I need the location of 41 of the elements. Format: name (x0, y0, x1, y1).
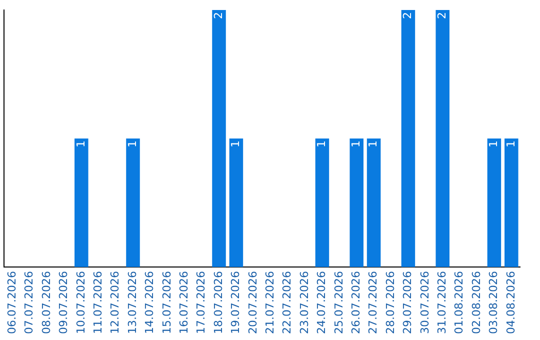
x-tick-label: 14.07.2026 (143, 271, 156, 334)
x-tick-label: 04.08.2026 (504, 271, 518, 334)
data-label: 1 (74, 140, 88, 148)
data-label: 1 (315, 140, 328, 148)
x-tick-label: 29.07.2026 (401, 271, 414, 334)
x-tick-label: 06.07.2026 (5, 271, 18, 334)
x-tick-label: 20.07.2026 (246, 271, 260, 334)
x-tick-label: 18.07.2026 (212, 271, 225, 334)
x-tick-label: 15.07.2026 (160, 271, 174, 334)
x-tick-label: 09.07.2026 (57, 271, 70, 334)
x-tick-label: 02.08.2026 (470, 271, 483, 334)
x-tick-label: 26.07.2026 (349, 271, 362, 334)
data-label: 1 (126, 140, 139, 148)
x-tick-label: 13.07.2026 (126, 271, 139, 334)
x-tick-label: 31.07.2026 (435, 271, 448, 334)
x-tick-label: 21.07.2026 (263, 271, 276, 334)
data-label: 2 (435, 12, 448, 19)
data-label: 2 (212, 12, 225, 19)
data-label: 1 (504, 140, 518, 148)
x-tick-label: 19.07.2026 (229, 271, 242, 334)
x-tick-label: 22.07.2026 (280, 271, 294, 334)
x-tick-label: 03.08.2026 (487, 271, 500, 334)
x-tick-label: 30.07.2026 (418, 271, 432, 334)
x-tick-label: 28.07.2026 (384, 271, 397, 334)
x-tick-label: 23.07.2026 (298, 271, 311, 334)
data-label: 1 (349, 140, 362, 148)
data-label: 2 (401, 12, 414, 19)
x-tick-label: 25.07.2026 (332, 271, 346, 334)
data-label: 1 (229, 140, 242, 148)
x-tick-label: 07.07.2026 (22, 271, 36, 334)
x-tick-label: 10.07.2026 (74, 271, 88, 334)
x-tick-label: 24.07.2026 (315, 271, 328, 334)
x-tick-label: 01.08.2026 (452, 271, 466, 334)
data-label: 1 (366, 140, 380, 148)
x-tick-label: 12.07.2026 (108, 271, 122, 334)
x-tick-label: 27.07.2026 (366, 271, 380, 334)
data-label: 1 (487, 140, 500, 148)
x-tick-label: 17.07.2026 (194, 271, 208, 334)
x-tick-label: 11.07.2026 (91, 271, 104, 334)
x-tick-label: 08.07.2026 (40, 271, 53, 334)
x-tick-label: 16.07.2026 (177, 271, 190, 334)
